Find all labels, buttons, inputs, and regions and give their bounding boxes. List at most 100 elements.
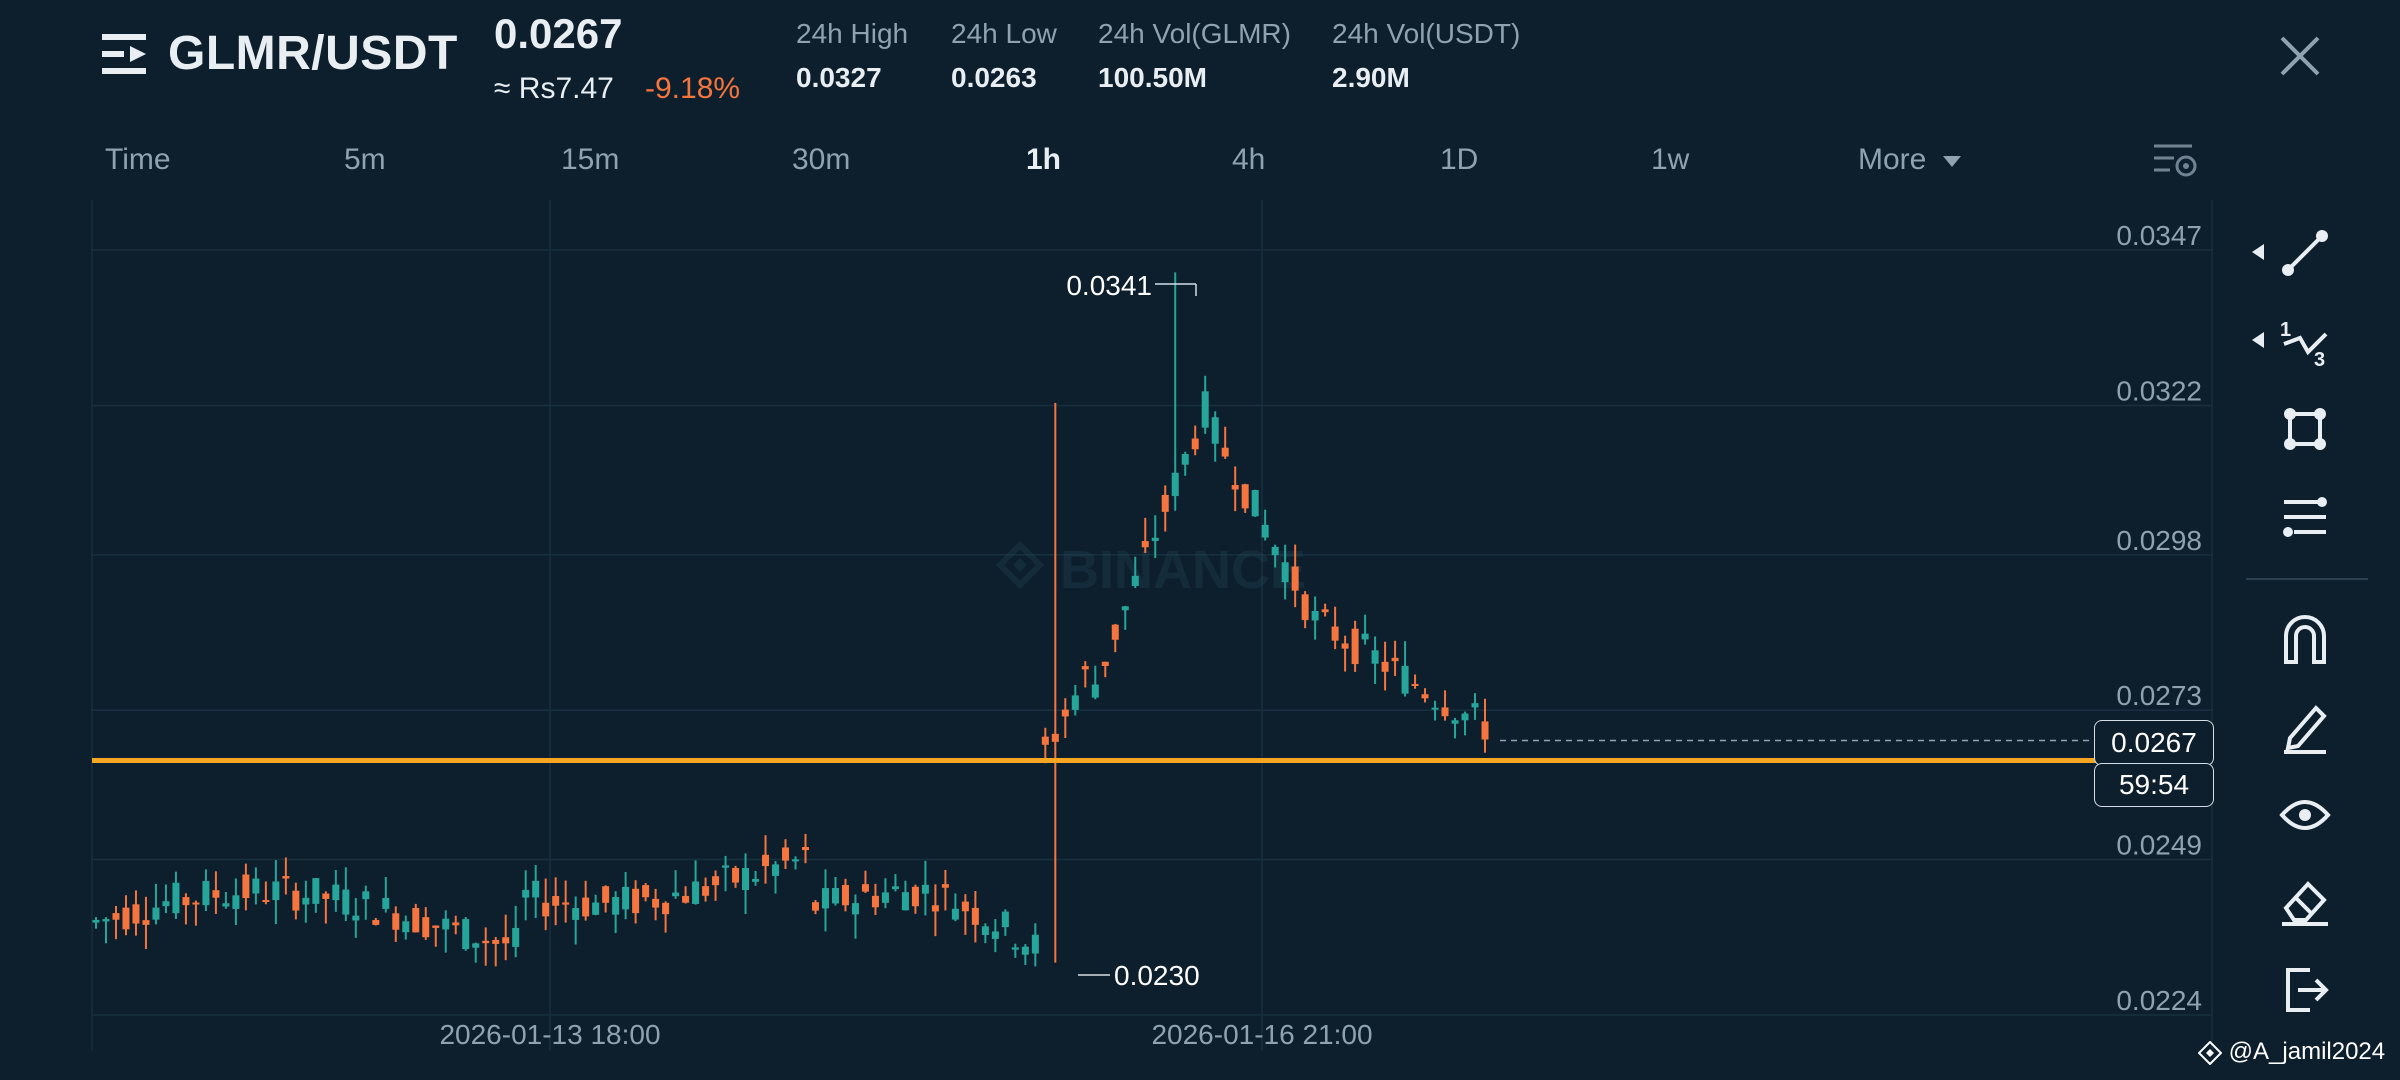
line-tool-icon	[2282, 230, 2328, 276]
y-tick-label: 0.0249	[2116, 830, 2202, 861]
candle-body	[1401, 665, 1409, 694]
last-price: 0.0267	[494, 10, 623, 57]
fib-tool-button[interactable]: 1 3	[2270, 306, 2340, 376]
stat-label-vol-quote: 24h Vol(USDT)	[1332, 18, 1521, 49]
exit-button[interactable]	[2270, 954, 2340, 1024]
candle-body	[1341, 643, 1349, 649]
candle-body	[162, 901, 170, 907]
pair-title[interactable]: GLMR/USDT	[168, 27, 458, 80]
shape-tool-button[interactable]	[2270, 394, 2340, 464]
expand-arrow-icon-2[interactable]	[2250, 330, 2266, 350]
candle-body	[412, 907, 420, 933]
watermark-text: @A_jamil2024	[2228, 1038, 2386, 1065]
candle-body	[1411, 683, 1419, 686]
candle-body	[1141, 541, 1149, 548]
candle-body	[1001, 911, 1009, 928]
candle-body	[1211, 417, 1219, 444]
fiat-price: ≈ Rs7.47	[494, 72, 614, 105]
candle-body	[422, 917, 430, 938]
candle-body	[402, 921, 410, 933]
y-axis: 0.0347 0.0322 0.0298 0.0273 0.0249 0.0224	[2116, 220, 2202, 1016]
tab-1d[interactable]: 1D	[1440, 143, 1479, 176]
menu-icon[interactable]	[100, 30, 150, 78]
tab-4h[interactable]: 4h	[1232, 143, 1266, 176]
indicator-tool-button[interactable]	[2270, 482, 2340, 552]
candle-body	[272, 881, 280, 901]
price-chart[interactable]: BINANCE 0.03470.03220.02980.02730.02490.…	[0, 200, 2220, 1060]
candle-body	[702, 886, 710, 896]
tab-1h[interactable]: 1h	[1026, 143, 1062, 176]
candle-body	[282, 876, 290, 879]
candle-body	[1231, 485, 1239, 490]
stat-value-high: 0.0327	[796, 62, 882, 93]
candle-body	[1311, 610, 1319, 621]
candle-body	[851, 903, 859, 915]
tab-time[interactable]: Time	[105, 143, 171, 176]
candle-body	[951, 908, 959, 920]
tab-5m[interactable]: 5m	[344, 143, 386, 176]
candle-body	[871, 895, 879, 908]
candle-body	[1221, 447, 1229, 457]
candle-body	[1201, 391, 1209, 428]
y-tick-label: 0.0273	[2116, 680, 2202, 711]
chart-settings-icon[interactable]	[2152, 140, 2198, 182]
magnet-button[interactable]	[2270, 604, 2340, 674]
pen-button[interactable]	[2270, 692, 2340, 762]
x-axis: 2026-01-13 18:00 2026-01-16 21:00	[439, 1019, 1372, 1050]
tab-30m[interactable]: 30m	[792, 143, 851, 176]
candle-body	[1291, 566, 1299, 591]
candle-body	[782, 847, 790, 861]
candle-body	[462, 919, 470, 950]
more-dropdown[interactable]: More	[1858, 143, 1963, 177]
candle-body	[811, 902, 819, 911]
fib-tool-icon: 1 3	[2280, 319, 2328, 368]
y-tick-label: 0.0322	[2116, 375, 2202, 406]
candle-body	[232, 895, 240, 909]
candle-body	[242, 874, 250, 899]
stat-value-vol-quote: 2.90M	[1332, 62, 1410, 93]
max-price-label: 0.0341	[1066, 270, 1152, 301]
line-tool-button[interactable]	[2270, 218, 2340, 288]
candle-body	[1261, 524, 1269, 538]
candle-body	[192, 902, 200, 905]
tab-1w[interactable]: 1w	[1651, 143, 1690, 176]
candle-countdown: 59:54	[2094, 763, 2214, 807]
candle-body	[1351, 628, 1359, 665]
candle-body	[592, 902, 600, 915]
candle-body	[372, 920, 380, 925]
candle-body	[792, 859, 799, 862]
candle-body	[1331, 626, 1339, 641]
eraser-button[interactable]	[2270, 866, 2340, 936]
candle-body	[612, 897, 620, 915]
candle-body	[1151, 537, 1159, 541]
exit-icon	[2286, 968, 2329, 1012]
candle-body	[552, 895, 560, 906]
pen-icon	[2284, 705, 2327, 754]
candle-body	[312, 878, 320, 904]
candle-body	[522, 889, 530, 898]
candle-body	[472, 943, 480, 948]
expand-arrow-icon[interactable]	[2250, 242, 2266, 262]
close-icon[interactable]	[2278, 34, 2322, 78]
candle-body	[132, 904, 140, 924]
stat-label-high: 24h High	[796, 18, 909, 49]
candle-body	[1301, 594, 1309, 621]
candle-body	[382, 897, 390, 909]
candle-body	[1381, 661, 1389, 672]
x-tick-label: 2026-01-13 18:00	[439, 1019, 660, 1050]
stat-value-low: 0.0263	[951, 62, 1037, 93]
candle-body	[182, 897, 190, 906]
tab-15m[interactable]: 15m	[561, 143, 620, 176]
candles	[92, 272, 1489, 967]
candle-body	[772, 864, 780, 876]
min-annotation: 0.0230	[1078, 960, 1200, 991]
candle-body	[622, 886, 630, 910]
candle-body	[1171, 472, 1179, 497]
visibility-button[interactable]	[2270, 780, 2340, 850]
candle-body	[322, 893, 330, 899]
candle-body	[841, 884, 849, 906]
candle-body	[1441, 707, 1449, 717]
candle-body	[901, 892, 909, 911]
grid	[91, 200, 2213, 1050]
candle-body	[602, 886, 610, 903]
